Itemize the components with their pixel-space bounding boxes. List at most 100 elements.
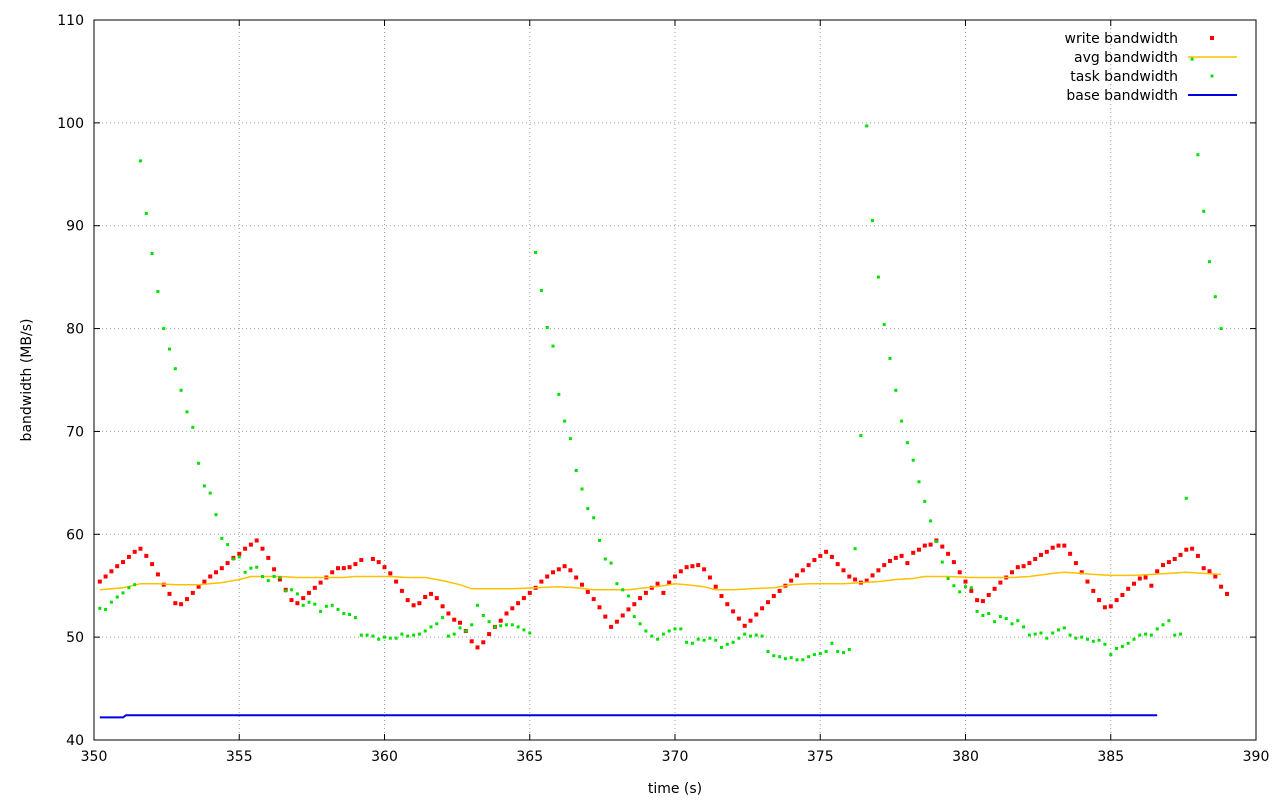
y-axis-label: bandwidth (MB/s)	[19, 319, 35, 442]
data-point	[1068, 633, 1072, 637]
data-point	[527, 590, 532, 595]
data-point	[859, 434, 863, 437]
data-point	[615, 582, 619, 586]
data-point	[673, 574, 677, 579]
data-point	[383, 635, 386, 639]
data-point	[1126, 641, 1130, 645]
data-point	[958, 590, 962, 594]
data-point	[115, 595, 119, 599]
data-point	[371, 634, 375, 638]
data-point	[702, 638, 706, 642]
data-point	[260, 546, 265, 551]
data-point	[847, 574, 852, 579]
data-point	[254, 538, 259, 543]
series-avg-bandwidth	[99, 571, 1222, 591]
data-point	[1138, 633, 1142, 637]
data-point	[586, 507, 590, 511]
data-point	[441, 616, 445, 620]
data-point	[847, 648, 851, 651]
data-point	[1091, 588, 1096, 593]
data-point	[743, 632, 747, 636]
data-point	[940, 544, 945, 549]
data-point	[585, 589, 590, 594]
data-point	[911, 550, 916, 555]
data-point	[563, 419, 567, 423]
data-point	[1184, 496, 1188, 500]
tick-layer: 350 355 360 365 370 375 380 385 390 40 50 60 70 80 90 1…	[57, 13, 1269, 765]
data-point	[388, 636, 392, 640]
data-point	[644, 629, 648, 633]
data-point	[836, 650, 840, 653]
data-point	[394, 636, 398, 640]
data-point	[1114, 598, 1119, 603]
data-point	[1073, 561, 1078, 566]
data-point	[1161, 563, 1165, 568]
data-point	[220, 536, 224, 540]
data-point	[487, 620, 491, 624]
data-point	[894, 388, 898, 392]
data-point	[417, 632, 421, 636]
data-point	[248, 542, 253, 547]
data-point	[1167, 619, 1171, 623]
data-point	[824, 650, 828, 653]
data-point	[667, 580, 672, 585]
data-point	[429, 591, 433, 596]
data-point	[1219, 584, 1224, 589]
data-point	[475, 645, 480, 650]
data-point	[405, 598, 410, 603]
data-point	[179, 602, 184, 607]
data-point	[1044, 549, 1049, 554]
data-point	[266, 579, 270, 583]
data-point	[1033, 557, 1038, 561]
data-point	[1010, 622, 1014, 626]
y-tick-label: 60	[66, 527, 84, 543]
data-point	[365, 633, 369, 637]
x-tick-label: 390	[1243, 749, 1270, 765]
data-point	[1027, 633, 1031, 637]
data-point	[707, 575, 712, 580]
data-point	[394, 579, 399, 584]
data-point	[179, 388, 183, 392]
data-point	[243, 546, 248, 551]
data-point	[975, 609, 979, 613]
data-point	[545, 574, 550, 579]
data-point	[772, 654, 776, 658]
legend-label: task bandwidth	[1070, 69, 1178, 85]
data-point	[551, 344, 555, 348]
data-point	[370, 557, 375, 561]
legend-entry-write-bandwidth: write bandwidth	[1065, 31, 1214, 47]
data-point	[1207, 569, 1212, 574]
data-point	[237, 551, 242, 556]
data-point	[534, 251, 538, 254]
data-point	[969, 586, 973, 590]
data-point	[539, 289, 543, 292]
data-point	[476, 603, 479, 607]
data-point	[399, 588, 404, 593]
data-point	[1132, 637, 1136, 641]
data-point	[103, 574, 108, 579]
data-point	[626, 607, 631, 612]
series-base-bandwidth	[99, 714, 1158, 719]
data-point	[104, 607, 108, 611]
data-point	[760, 606, 765, 611]
data-point	[347, 565, 352, 570]
data-point	[1172, 557, 1177, 561]
legend-label: write bandwidth	[1065, 31, 1178, 47]
data-point	[1144, 632, 1148, 636]
data-point	[789, 656, 793, 660]
data-point	[592, 516, 596, 520]
data-point	[266, 555, 271, 560]
data-point	[929, 519, 933, 523]
data-point	[1079, 570, 1084, 575]
data-point	[1109, 653, 1113, 657]
data-point	[882, 563, 887, 568]
data-point	[678, 569, 683, 574]
data-point	[1219, 327, 1223, 331]
x-tick-label: 380	[952, 749, 979, 765]
data-point	[1213, 574, 1218, 579]
data-point	[556, 567, 561, 572]
data-point	[150, 252, 154, 255]
data-point	[818, 652, 822, 656]
data-point	[1086, 637, 1089, 641]
data-point	[562, 564, 567, 569]
